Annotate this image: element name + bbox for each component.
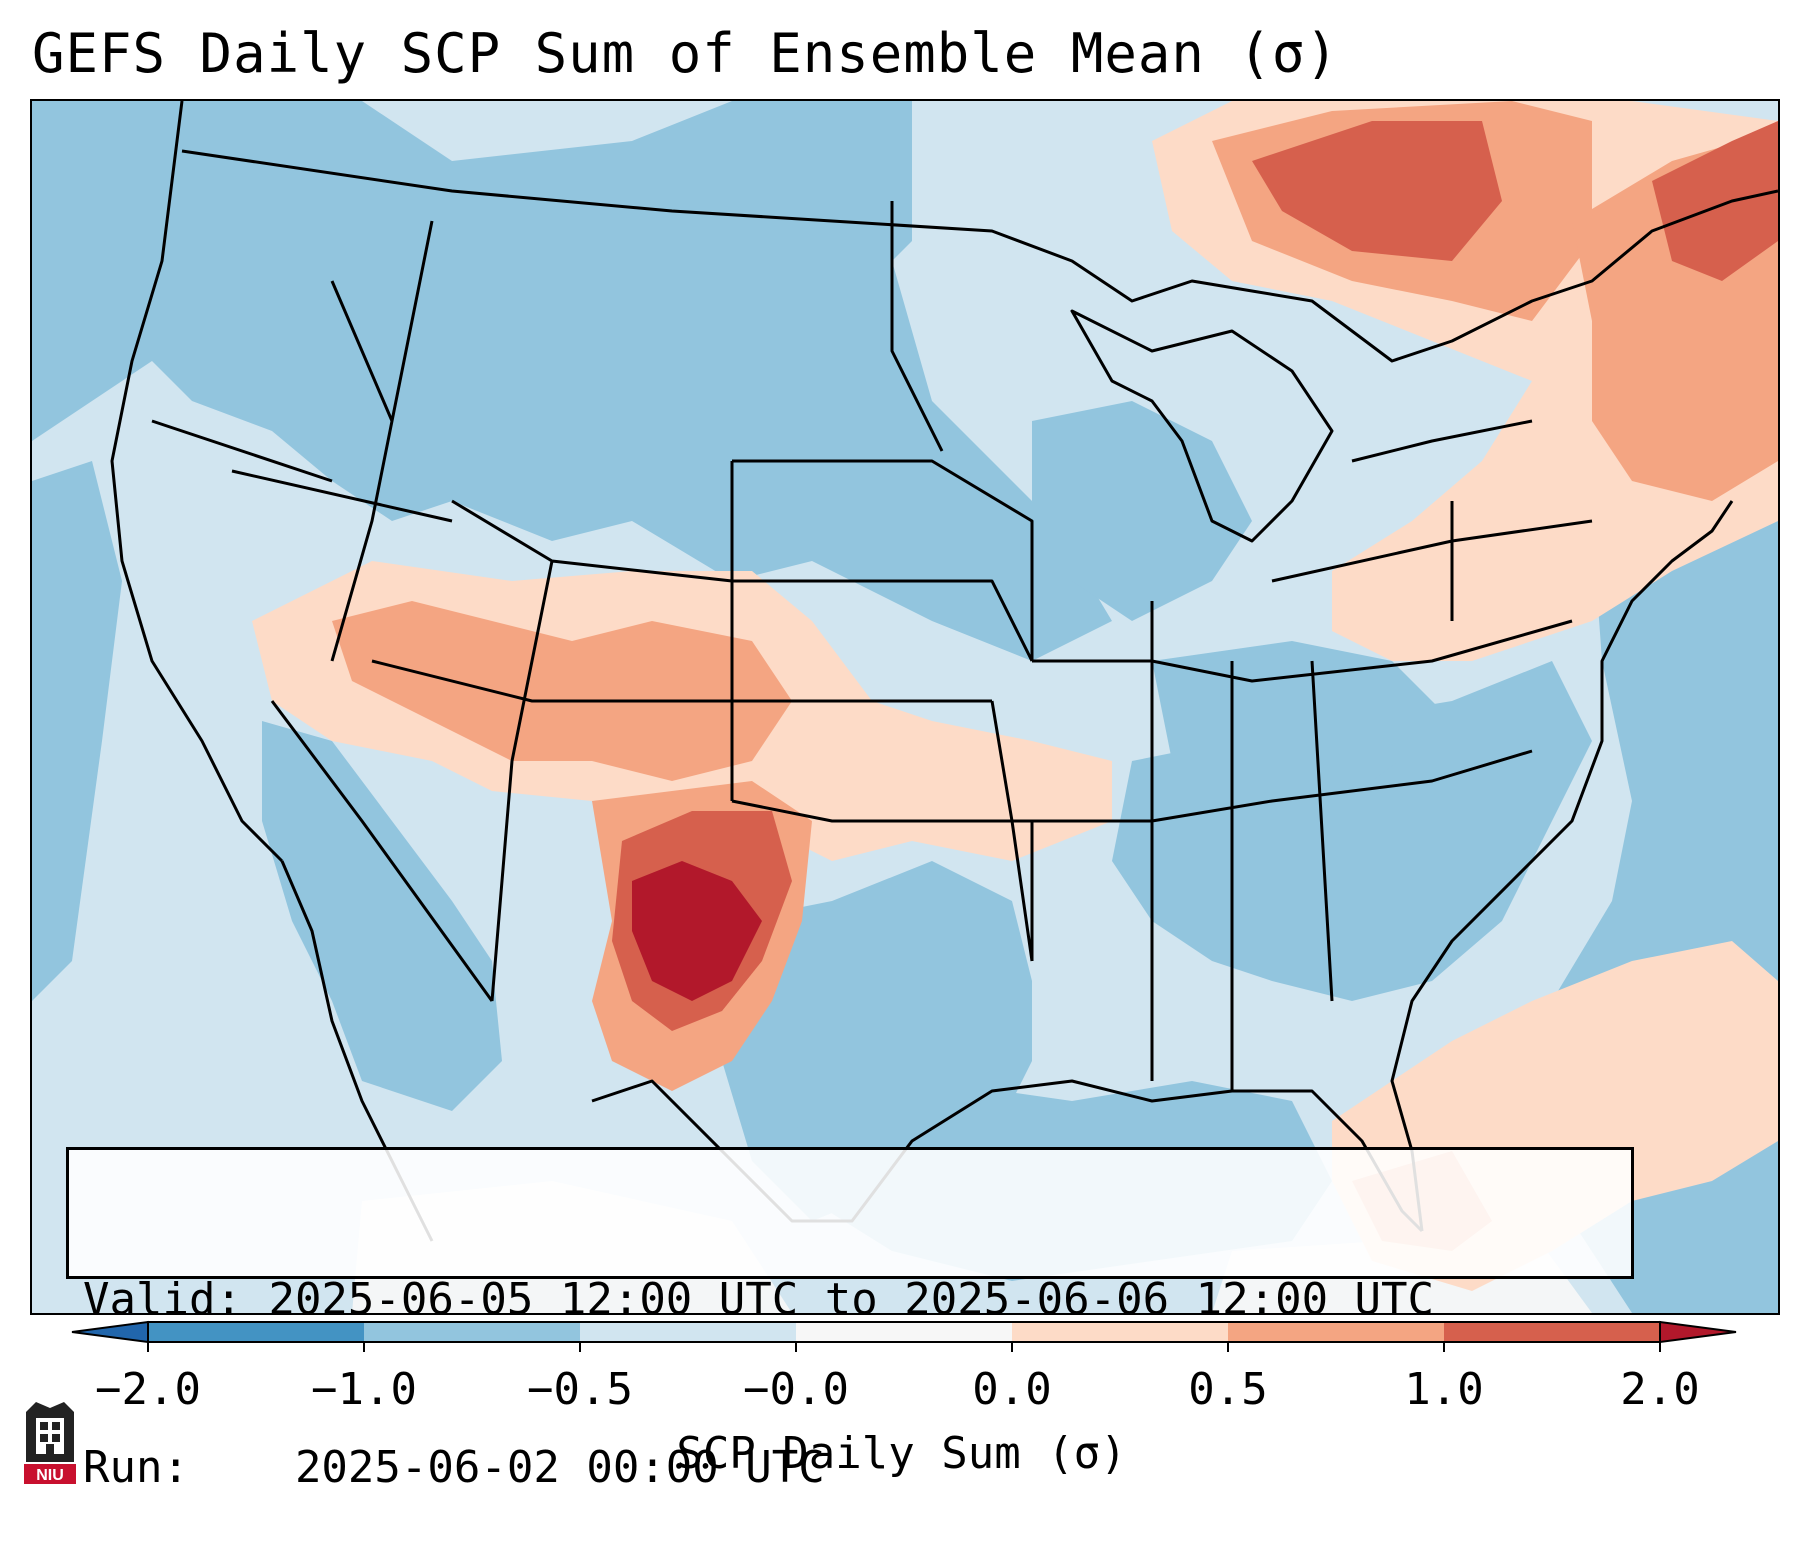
colorbar-label: SCP Daily Sum (σ) <box>676 1428 1127 1479</box>
valid-label: Valid: <box>83 1274 242 1325</box>
chart-title: GEFS Daily SCP Sum of Ensemble Mean (σ) <box>32 22 1339 85</box>
run-value: 2025-06-02 00:00 UTC <box>294 1442 825 1493</box>
colorbar-tick-label: −0.5 <box>527 1364 633 1415</box>
valid-value: 2025-06-05 12:00 UTC to 2025-06-06 12:00… <box>268 1274 1435 1325</box>
atlantic-coast <box>1390 500 1734 1232</box>
run-line: Run: 2025-06-02 00:00 UTC <box>83 1440 1617 1496</box>
colorado-plateau-mid <box>332 601 792 781</box>
us-west-coast <box>110 101 284 863</box>
colorbar-tick-label: −2.0 <box>95 1364 201 1415</box>
midwest-blue <box>1032 401 1252 621</box>
state-lines-central <box>731 201 1034 962</box>
canada-border <box>181 149 1778 363</box>
new-england-dark <box>1652 121 1778 281</box>
political-boundaries <box>110 101 1778 1242</box>
quebec-dark <box>1252 121 1502 261</box>
southwest-blue <box>262 721 502 1111</box>
valid-run-info-box: Valid: 2025-06-05 12:00 UTC to 2025-06-0… <box>66 1147 1634 1493</box>
ohio-valley-blue <box>1152 641 1452 801</box>
colorbar-tick-label: 1.0 <box>1404 1364 1484 1415</box>
run-label: Run: <box>83 1442 189 1493</box>
pacific-northwest-blue <box>32 101 1112 661</box>
above-normal-fields <box>252 101 1778 1291</box>
colorbar-tick-label: −1.0 <box>311 1364 417 1415</box>
colorbar-tick-label: 2.0 <box>1620 1364 1700 1415</box>
colorbar-over-arrow <box>1659 1320 1737 1344</box>
niu-logo-icon: NIU <box>24 1402 76 1484</box>
pacific-west-blue <box>32 461 122 1001</box>
state-lines-east <box>1032 419 1593 1091</box>
southern-high-plains-max <box>632 861 762 1001</box>
great-lakes-outline <box>1070 309 1334 543</box>
map-canvas <box>32 101 1778 1313</box>
logo-text: NIU <box>36 1467 64 1484</box>
colorbar-tick-label: 0.5 <box>1188 1364 1268 1415</box>
colorbar-tick-label: −0.0 <box>743 1364 849 1415</box>
map-panel <box>30 99 1780 1315</box>
valid-line: Valid: 2025-06-05 12:00 UTC to 2025-06-0… <box>83 1272 1617 1328</box>
colorbar-tick-label: 0.0 <box>972 1364 1052 1415</box>
